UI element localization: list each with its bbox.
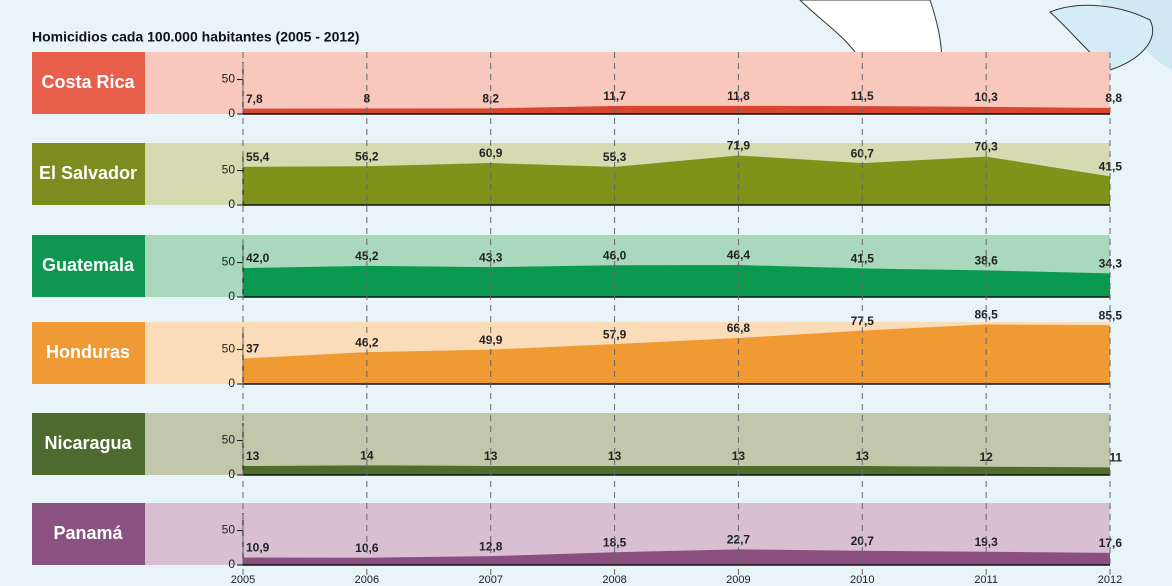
value-label: 12 <box>979 450 993 464</box>
value-label: 11 <box>1109 451 1122 465</box>
y-tick-label: 50 <box>222 255 236 269</box>
y-tick-label: 0 <box>228 289 235 303</box>
country-label-box <box>32 235 145 297</box>
value-label: 70,3 <box>974 140 998 154</box>
value-label: 37 <box>246 342 260 356</box>
value-label: 45,2 <box>355 249 379 263</box>
area <box>243 465 1110 475</box>
value-label: 86,5 <box>974 308 998 322</box>
y-tick-label: 0 <box>228 197 235 211</box>
value-label: 13 <box>608 449 622 463</box>
country-label: Guatemala <box>42 255 135 275</box>
x-tick-label: 2010 <box>850 574 874 586</box>
y-tick-label: 0 <box>228 376 235 390</box>
value-label: 13 <box>856 449 870 463</box>
y-tick-label: 50 <box>222 433 236 447</box>
chart-title: Homicidios cada 100.000 habitantes (2005… <box>32 29 360 45</box>
value-label: 17,6 <box>1099 536 1123 550</box>
y-tick-label: 0 <box>228 557 235 571</box>
country-label-box <box>32 413 145 475</box>
country-label: Panamá <box>53 523 123 543</box>
map-shape <box>1049 4 1154 71</box>
y-tick-label: 0 <box>228 106 235 120</box>
x-tick-label: 2007 <box>478 574 502 586</box>
value-label: 41,5 <box>851 252 875 266</box>
area <box>243 265 1110 297</box>
y-tick-label: 0 <box>228 467 235 481</box>
x-tick-label: 2006 <box>355 574 379 586</box>
value-label: 7,8 <box>246 92 263 106</box>
y-tick-label: 50 <box>222 523 236 537</box>
x-tick-label: 2011 <box>974 574 998 586</box>
value-label: 13 <box>732 449 746 463</box>
y-tick-label: 50 <box>222 72 236 86</box>
value-label: 55,3 <box>603 150 627 164</box>
value-label: 13 <box>484 449 498 463</box>
value-label: 8,8 <box>1105 91 1122 105</box>
value-label: 55,4 <box>246 150 270 164</box>
x-tick-label: 2009 <box>726 574 750 586</box>
country-label: Honduras <box>46 342 130 362</box>
value-label: 57,9 <box>603 327 627 341</box>
value-label: 10,9 <box>246 541 270 555</box>
value-label: 43,3 <box>479 250 503 264</box>
panel-background <box>145 52 1110 114</box>
country-label: Costa Rica <box>41 72 135 92</box>
value-label: 18,5 <box>603 535 627 549</box>
value-label: 13 <box>246 449 260 463</box>
y-tick-label: 50 <box>222 342 236 356</box>
value-label: 38,6 <box>974 254 998 268</box>
y-tick-label: 50 <box>222 163 236 177</box>
x-tick-label: 2008 <box>602 574 626 586</box>
country-label-box <box>32 52 145 114</box>
x-tick-label: 2012 <box>1098 574 1122 586</box>
value-label: 12,8 <box>479 539 503 553</box>
panel-background <box>145 413 1110 475</box>
area <box>243 549 1110 565</box>
value-label: 42,0 <box>246 251 270 265</box>
country-label: El Salvador <box>39 163 137 183</box>
area <box>243 155 1110 205</box>
country-label: Nicaragua <box>44 433 132 453</box>
country-label-box <box>32 322 145 384</box>
area <box>243 105 1110 114</box>
x-tick-label: 2005 <box>231 574 255 586</box>
area <box>243 324 1110 384</box>
value-label: 14 <box>360 449 374 463</box>
country-label-box <box>32 143 145 205</box>
country-label-box <box>32 503 145 565</box>
value-label: 85,5 <box>1099 308 1123 322</box>
